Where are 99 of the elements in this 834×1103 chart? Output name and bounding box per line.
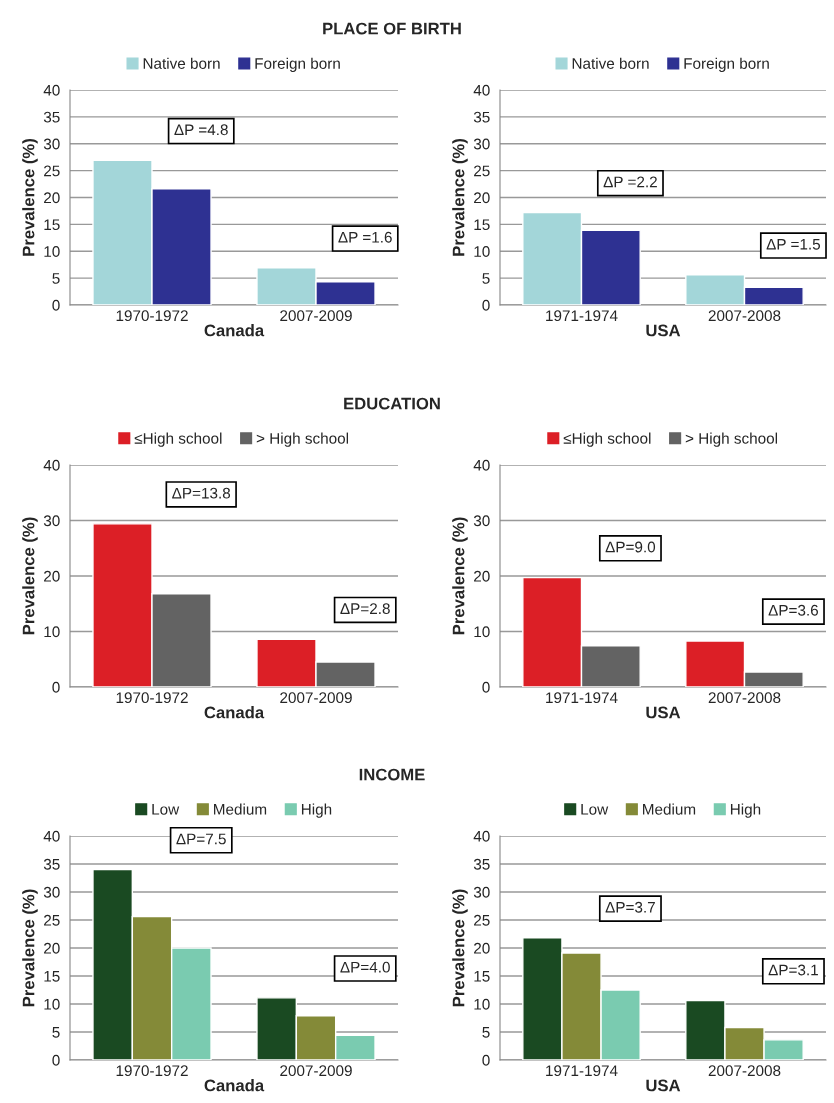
y-tick-label: 30 xyxy=(43,515,60,527)
chart-title: INCOME xyxy=(359,768,425,781)
legend-label: ≤High school xyxy=(134,432,222,447)
x-tick-label: 2007-2008 xyxy=(708,692,781,704)
y-tick-label: 30 xyxy=(473,515,490,527)
x-tick-label: 1970-1972 xyxy=(116,310,188,322)
y-tick-label: 35 xyxy=(43,858,60,870)
y-tick-label: 25 xyxy=(44,914,60,926)
annotation: ΔP =2.2 xyxy=(603,176,657,188)
chart-title: PLACE OF BIRTH xyxy=(323,22,461,35)
legend-label: High xyxy=(301,803,332,818)
y-tick-label: 40 xyxy=(473,830,490,842)
x-tick-label: 2007-2009 xyxy=(280,310,352,322)
legend-label: Medium xyxy=(214,803,267,815)
legend-label: > High school xyxy=(256,432,349,447)
legend-label: > High school xyxy=(685,432,778,447)
legend-label: Medium xyxy=(643,803,696,815)
annotation: ΔP=7.5 xyxy=(176,833,226,845)
y-tick-label: 40 xyxy=(43,459,60,471)
annotation: ΔP =1.5 xyxy=(766,239,821,250)
y-axis-title: Prevalence (%) xyxy=(452,139,468,256)
x-axis-title: USA xyxy=(646,706,681,719)
x-axis-title: Canada xyxy=(204,324,265,337)
x-tick-label: 2007-2008 xyxy=(708,310,781,322)
y-tick-label: 30 xyxy=(43,886,60,898)
y-tick-label: 10 xyxy=(44,626,60,638)
y-tick-label: 35 xyxy=(473,111,490,123)
annotation: ΔP=2.8 xyxy=(340,603,390,615)
y-tick-label: 20 xyxy=(44,192,60,204)
y-tick-label: 5 xyxy=(482,273,490,284)
y-tick-label: 5 xyxy=(52,1027,60,1038)
annotation: ΔP=3.1 xyxy=(768,964,818,976)
y-axis-title: Prevalence (%) xyxy=(452,517,468,635)
annotation: ΔP=9.0 xyxy=(605,541,656,553)
y-tick-label: 30 xyxy=(473,138,490,150)
y-tick-label: 10 xyxy=(474,246,490,257)
legend-label: Foreign born xyxy=(684,57,769,72)
y-axis-title: Prevalence (%) xyxy=(22,889,38,1007)
y-tick-label: 35 xyxy=(473,858,490,870)
y-tick-label: 0 xyxy=(482,681,490,693)
x-axis-title: USA xyxy=(646,324,681,337)
legend-label: Native born xyxy=(572,57,649,69)
legend-label: Foreign born xyxy=(255,57,340,72)
chart-title: EDUCATION xyxy=(344,397,440,410)
y-axis-title: Prevalence (%) xyxy=(22,139,38,256)
legend-label: High xyxy=(730,803,761,818)
y-tick-label: 15 xyxy=(44,219,60,231)
legend-label: Native born xyxy=(143,57,220,69)
y-tick-label: 20 xyxy=(474,942,490,954)
y-tick-label: 40 xyxy=(43,84,60,96)
x-tick-label: 2007-2009 xyxy=(280,692,352,704)
x-tick-label: 1970-1972 xyxy=(116,692,188,704)
y-tick-label: 15 xyxy=(474,971,490,982)
legend-label: Low xyxy=(152,804,180,815)
y-tick-label: 20 xyxy=(474,570,490,582)
annotation: ΔP=3.6 xyxy=(768,604,819,616)
annotation: ΔP=3.7 xyxy=(605,901,655,913)
y-tick-label: 40 xyxy=(473,84,490,96)
y-tick-label: 5 xyxy=(52,273,60,284)
y-tick-label: 25 xyxy=(474,165,490,177)
y-tick-label: 0 xyxy=(52,681,60,693)
y-tick-label: 10 xyxy=(44,246,60,257)
annotation: ΔP =1.6 xyxy=(338,231,392,243)
y-tick-label: 10 xyxy=(474,998,490,1010)
y-tick-label: 0 xyxy=(52,1054,60,1066)
annotation: ΔP =4.8 xyxy=(174,124,228,136)
y-axis-title: Prevalence (%) xyxy=(452,889,468,1007)
annotation: ΔP=4.0 xyxy=(340,961,390,973)
y-tick-label: 10 xyxy=(44,998,60,1010)
y-tick-label: 0 xyxy=(52,299,60,311)
x-tick-label: 2007-2009 xyxy=(280,1065,352,1077)
y-tick-label: 25 xyxy=(44,165,60,177)
y-tick-label: 15 xyxy=(474,219,490,231)
y-tick-label: 30 xyxy=(43,138,60,150)
y-tick-label: 35 xyxy=(43,111,60,123)
y-tick-label: 15 xyxy=(44,971,60,982)
y-tick-label: 0 xyxy=(482,299,490,311)
x-axis-title: Canada xyxy=(204,706,265,719)
y-tick-label: 40 xyxy=(43,830,60,842)
x-tick-label: 2007-2008 xyxy=(708,1065,781,1077)
y-axis-title: Prevalence (%) xyxy=(22,517,38,635)
legend-label: ≤High school xyxy=(563,432,651,447)
x-axis-title: Canada xyxy=(204,1079,265,1092)
y-tick-label: 10 xyxy=(474,626,490,638)
y-tick-label: 40 xyxy=(473,459,490,471)
x-axis-title: USA xyxy=(646,1079,681,1092)
x-tick-label: 1971-1974 xyxy=(546,310,618,322)
x-tick-label: 1971-1974 xyxy=(546,1065,618,1077)
x-tick-label: 1971-1974 xyxy=(546,692,618,704)
y-tick-label: 20 xyxy=(44,570,60,582)
y-tick-label: 20 xyxy=(474,192,490,204)
y-tick-label: 30 xyxy=(473,886,490,898)
y-tick-label: 0 xyxy=(482,1054,490,1066)
annotation: ΔP=13.8 xyxy=(172,487,231,499)
y-tick-label: 25 xyxy=(474,914,490,926)
y-tick-label: 20 xyxy=(44,942,60,954)
y-tick-label: 5 xyxy=(482,1027,490,1038)
x-tick-label: 1970-1972 xyxy=(116,1065,188,1077)
legend-label: Low xyxy=(581,804,609,815)
